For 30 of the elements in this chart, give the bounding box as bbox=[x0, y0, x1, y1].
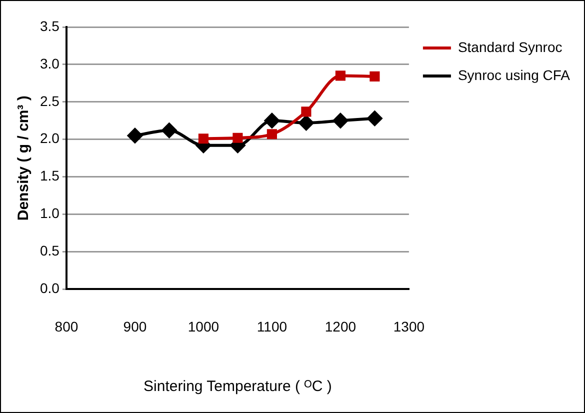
y-tick-label: 0.5 bbox=[40, 242, 60, 259]
point bbox=[264, 113, 280, 128]
x-tick-label: 800 bbox=[54, 318, 78, 334]
point bbox=[266, 129, 277, 140]
x-tick-label: 1100 bbox=[256, 318, 288, 334]
point bbox=[370, 71, 380, 82]
point bbox=[127, 128, 142, 144]
point bbox=[301, 106, 312, 117]
x-tick-label: 1200 bbox=[324, 318, 356, 334]
point bbox=[198, 134, 208, 144]
point bbox=[162, 122, 177, 138]
y-tick-label: 2.5 bbox=[40, 92, 60, 109]
x-tick-label: 1300 bbox=[393, 318, 425, 334]
y-tick-label: 1.0 bbox=[40, 205, 60, 222]
x-axis-title: Sintering Temperature ( ᴼC ) bbox=[144, 378, 332, 396]
y-tick-label: 2.0 bbox=[40, 130, 60, 146]
y-tick-label: 3.5 bbox=[40, 18, 60, 34]
x-tick-label: 1000 bbox=[188, 318, 220, 334]
point bbox=[298, 115, 314, 130]
legend-label: Standard Synroc bbox=[458, 38, 562, 55]
y-tick-label: 1.5 bbox=[40, 168, 60, 184]
point bbox=[332, 113, 348, 128]
point bbox=[335, 70, 346, 81]
legend-label: Synroc using CFA bbox=[458, 66, 571, 83]
point bbox=[232, 132, 243, 143]
x-tick-label: 900 bbox=[123, 318, 147, 334]
point bbox=[367, 110, 382, 126]
y-tick-label: 3.0 bbox=[40, 55, 60, 72]
y-tick-label: 0.0 bbox=[40, 280, 60, 296]
y-axis-title: Density ( g / cm³ ) bbox=[15, 96, 32, 221]
